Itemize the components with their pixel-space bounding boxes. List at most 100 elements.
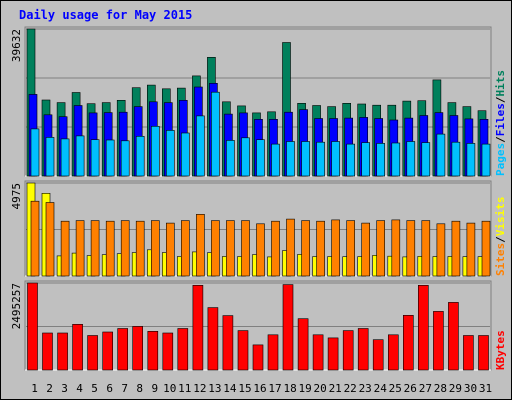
x-tick-label: 28 [434, 382, 447, 395]
x-tick-label: 12 [193, 382, 206, 395]
x-tick-label: 13 [208, 382, 221, 395]
legend-entry: Files [494, 103, 507, 136]
sites-bar [256, 223, 265, 277]
legend-entry: Pages [494, 143, 507, 176]
kbytes-bar [372, 339, 384, 371]
sites-bar [391, 219, 401, 277]
panel-bottom: 2495257 KBytes [10, 280, 507, 371]
x-tick-label: 6 [106, 382, 113, 395]
pages-bar [75, 135, 85, 177]
legend-entry: / [494, 136, 507, 143]
kbytes-bar [102, 331, 113, 371]
panels: 39632Pages/Files/Hits4975Sites/Visits249… [10, 26, 507, 371]
x-tick-label: 31 [479, 382, 492, 395]
legend-entry: Hits [494, 70, 507, 97]
x-axis-labels: 1 2 3 4 5 6 7 8 9 10 11 12 13 14 15 16 17 18 19 20 21 22 23 24 2… [31, 382, 492, 395]
kbytes-bar [237, 330, 249, 371]
y-max-label: 2495257 [10, 283, 23, 329]
x-tick-label: 17 [268, 382, 281, 395]
x-tick-label: 2 [46, 382, 53, 395]
pages-bar [105, 139, 115, 177]
pages-bar [391, 142, 401, 177]
pages-bar [481, 143, 491, 177]
kbytes-bar [342, 330, 354, 371]
sites-bar [90, 220, 100, 277]
sites-bar [196, 214, 205, 277]
pages-bar [241, 137, 250, 177]
sites-bar [135, 220, 145, 277]
pages-bar [256, 139, 265, 177]
x-tick-label: 7 [121, 382, 128, 395]
x-tick-label: 5 [91, 382, 98, 395]
pages-bar [436, 133, 446, 177]
kbytes-bar [57, 332, 68, 371]
x-tick-label: 25 [389, 382, 402, 395]
legend-entry: Sites [494, 243, 507, 276]
kbytes-bar [252, 344, 264, 371]
sites-bar [271, 220, 280, 277]
sites-bar [151, 220, 160, 277]
panel-middle: 4975 Sites/Visits [10, 180, 507, 277]
sites-bar [376, 220, 386, 277]
kbytes-bar [433, 311, 444, 371]
sites-bar [331, 219, 340, 277]
x-tick-label: 8 [136, 382, 143, 395]
pages-bar [316, 141, 325, 177]
kbytes-bar [282, 284, 294, 371]
pages-bar [406, 141, 416, 177]
kbytes-bar [267, 334, 279, 371]
panel-legend: Sites/Visits [494, 197, 507, 277]
x-tick-label: 9 [151, 382, 158, 395]
sites-bar [120, 220, 130, 277]
pages-bar [331, 141, 340, 177]
kbytes-bar [162, 332, 174, 371]
pages-bar [271, 143, 280, 177]
x-tick-label: 14 [223, 382, 237, 395]
sites-bar [421, 220, 431, 277]
kbytes-bar [207, 307, 219, 371]
kbytes-bar [132, 326, 143, 371]
sites-bar [406, 220, 416, 277]
x-tick-label: 11 [178, 382, 191, 395]
sites-bar [346, 220, 356, 277]
pages-bar [181, 132, 190, 177]
panel-legend: KBytes [494, 330, 507, 370]
sites-bar [105, 220, 115, 277]
pages-bar [90, 139, 100, 177]
pages-bar [151, 126, 160, 177]
kbytes-bar [448, 302, 459, 371]
legend-entry: / [494, 236, 507, 243]
sites-bar [361, 222, 371, 277]
sites-bar [316, 220, 325, 277]
panel-legend: Pages/Files/Hits [494, 70, 507, 176]
sites-bar [436, 223, 446, 277]
legend-entry: / [494, 96, 507, 103]
pages-bar [226, 140, 235, 177]
y-max-label: 4975 [10, 183, 23, 210]
kbytes-bar [42, 332, 53, 371]
x-tick-label: 15 [238, 382, 251, 395]
chart-title: Daily usage for May 2015 [19, 8, 192, 22]
sites-bar [241, 220, 250, 277]
pages-bar [45, 137, 55, 177]
kbytes-bar [297, 318, 309, 371]
sites-bar [481, 220, 491, 277]
kbytes-bar [147, 330, 159, 371]
sites-bar [60, 220, 70, 277]
x-tick-label: 29 [449, 382, 462, 395]
kbytes-bar [387, 334, 399, 371]
pages-bar [135, 136, 145, 177]
x-tick-label: 20 [313, 382, 326, 395]
pages-bar [60, 138, 70, 177]
y-max-label: 39632 [10, 29, 23, 62]
kbytes-bar [417, 284, 429, 371]
x-tick-label: 24 [374, 382, 388, 395]
pages-bar [346, 143, 356, 177]
kbytes-bar [177, 328, 189, 371]
legend-entry: KBytes [494, 330, 507, 370]
x-tick-label: 16 [253, 382, 266, 395]
pages-bar [120, 140, 130, 177]
pages-bar [361, 142, 371, 177]
pages-bar [466, 143, 476, 177]
x-tick-label: 30 [464, 382, 477, 395]
